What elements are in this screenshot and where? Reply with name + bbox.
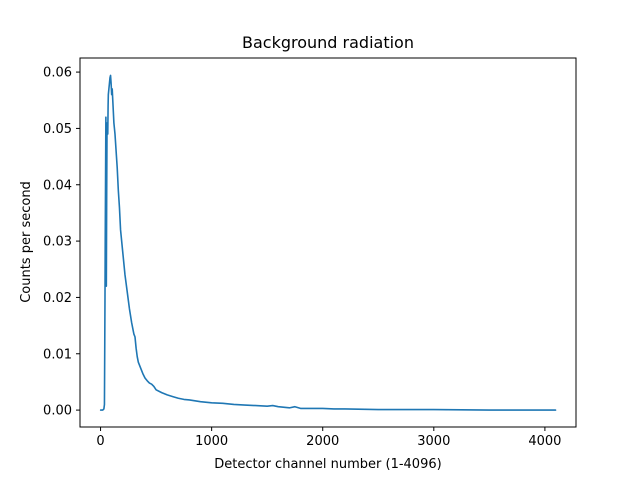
y-tick-label: 0.06 — [43, 66, 72, 81]
x-tick-label: 3000 — [417, 434, 450, 449]
x-tick-label: 4000 — [528, 434, 561, 449]
x-tick-label: 2000 — [306, 434, 339, 449]
chart-title: Background radiation — [242, 33, 414, 52]
x-tick-label: 1000 — [195, 434, 228, 449]
y-tick-label: 0.02 — [43, 291, 72, 306]
y-tick-label: 0.05 — [43, 122, 72, 137]
y-axis-ticks: 0.00 0.01 0.02 0.03 0.04 0.05 0.06 — [43, 66, 80, 419]
y-tick-label: 0.03 — [43, 235, 72, 250]
y-tick-label: 0.01 — [43, 347, 72, 362]
x-axis-ticks: 0 1000 2000 3000 4000 — [96, 427, 561, 449]
plot-area: 0 1000 2000 3000 4000 0.000.010.020.030.040.… — [43, 57, 577, 449]
series-line-0 — [99, 74, 557, 411]
y-tick-label: 0.04 — [43, 178, 72, 193]
series-layer — [99, 74, 557, 411]
axes-frame — [79, 57, 577, 428]
y-tick-label: 0.00 — [43, 404, 72, 419]
x-tick-label: 0 — [96, 434, 104, 449]
y-axis-title: Counts per second — [19, 181, 34, 303]
x-axis-title: Detector channel number (1-4096) — [214, 457, 441, 472]
